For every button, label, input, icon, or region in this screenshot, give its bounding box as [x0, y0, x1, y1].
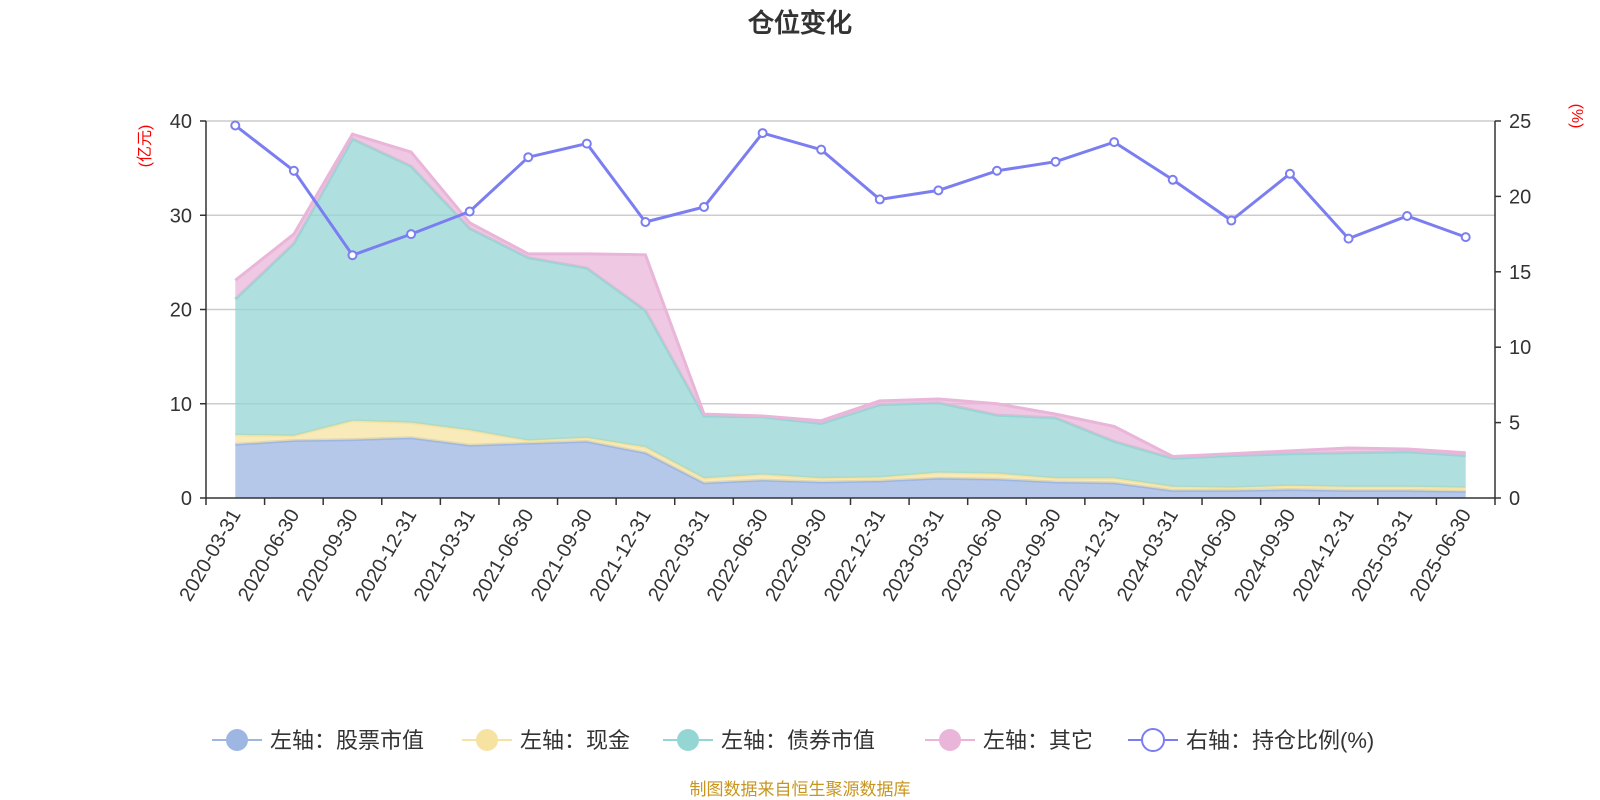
left-tick-label: 10 — [170, 394, 192, 416]
legend-marker — [677, 729, 699, 751]
left-tick-label: 0 — [181, 488, 192, 510]
x-tick-label: 2024-06-30 — [1171, 506, 1241, 606]
x-tick-label: 2021-12-31 — [586, 506, 656, 606]
ratio-point — [230, 120, 241, 131]
legend-item[interactable]: 左轴：股票市值 — [212, 728, 424, 753]
legend-marker — [1141, 728, 1165, 752]
stacked-areas — [234, 132, 1466, 498]
legend-label: 右轴：持仓比例(%) — [1186, 728, 1374, 753]
x-tick-label: 2022-12-31 — [820, 506, 890, 606]
ratio-point — [347, 250, 358, 261]
ratio-line — [230, 120, 1471, 261]
ratio-point — [1402, 211, 1413, 222]
area-fill — [235, 420, 1466, 492]
x-tick-label: 2020-09-30 — [293, 506, 363, 606]
left-tick-label: 30 — [170, 205, 192, 227]
ratio-point — [1167, 174, 1178, 185]
ratio-point — [1343, 233, 1354, 244]
ratio-point — [523, 152, 534, 163]
x-tick-label: 2022-03-31 — [644, 506, 714, 606]
x-tick-label: 2020-03-31 — [175, 506, 245, 606]
ratio-point — [640, 217, 651, 228]
x-tick-label: 2024-09-30 — [1230, 506, 1300, 606]
legend-item[interactable]: 左轴：现金 — [462, 728, 630, 753]
legend-marker — [476, 729, 498, 751]
legend-item[interactable]: 右轴：持仓比例(%) — [1128, 728, 1374, 753]
ratio-point — [406, 229, 417, 240]
right-axis-unit: (%) — [1568, 104, 1585, 129]
legend-label: 左轴：股票市值 — [270, 728, 424, 753]
area-fill — [235, 138, 1466, 488]
ratio-point — [933, 185, 944, 196]
ratio-point — [757, 128, 768, 139]
legend-label: 左轴：债券市值 — [721, 728, 875, 753]
ratio-point — [1460, 232, 1471, 243]
x-tick-label: 2023-12-31 — [1054, 506, 1124, 606]
ratio-point — [464, 206, 475, 217]
area-fill — [235, 437, 1466, 498]
left-axis-unit: (亿元) — [136, 125, 154, 168]
x-tick-label: 2025-06-30 — [1406, 506, 1476, 606]
x-tick-label: 2023-09-30 — [996, 506, 1066, 606]
x-tick-label: 2022-06-30 — [703, 506, 773, 606]
legend-item[interactable]: 左轴：其它 — [925, 728, 1093, 753]
right-tick-label: 0 — [1509, 488, 1520, 510]
right-tick-label: 15 — [1509, 262, 1531, 284]
x-tick-label: 2023-03-31 — [879, 506, 949, 606]
x-tick-label: 2021-06-30 — [468, 506, 538, 606]
x-tick-label: 2024-12-31 — [1289, 506, 1359, 606]
x-tick-label: 2021-09-30 — [527, 506, 597, 606]
legend-marker — [939, 729, 961, 751]
source-note: 制图数据来自恒生聚源数据库 — [690, 780, 911, 799]
right-tick-label: 10 — [1509, 337, 1531, 359]
ratio-point — [991, 165, 1002, 176]
x-tick-label: 2025-03-31 — [1347, 506, 1417, 606]
x-tick-label: 2023-06-30 — [937, 506, 1007, 606]
ratio-line-path — [234, 124, 1467, 258]
ratio-point — [581, 138, 592, 149]
right-tick-label: 20 — [1509, 186, 1531, 208]
x-tick-label: 2020-12-31 — [351, 506, 421, 606]
x-tick-label: 2021-03-31 — [410, 505, 480, 605]
legend: 左轴：股票市值 左轴：现金 左轴：债券市值 左轴：其它 右轴：持仓比例(%) — [212, 728, 1374, 753]
x-tick-label: 2020-06-30 — [234, 506, 304, 606]
left-tick-label: 20 — [170, 300, 192, 322]
x-tick-label: 2022-09-30 — [761, 506, 831, 606]
ratio-point — [1284, 168, 1295, 179]
ratio-point — [288, 165, 299, 176]
x-tick-label: 2024-03-31 — [1113, 506, 1183, 606]
ratio-point — [874, 194, 885, 205]
legend-label: 左轴：现金 — [520, 728, 630, 753]
ratio-point — [1050, 156, 1061, 167]
ratio-point — [1226, 215, 1237, 226]
left-tick-label: 40 — [170, 111, 192, 133]
chart-title: 仓位变化 — [747, 8, 852, 38]
legend-item[interactable]: 左轴：债券市值 — [663, 728, 875, 753]
right-tick-label: 25 — [1509, 111, 1531, 133]
right-tick-label: 5 — [1509, 413, 1520, 435]
ratio-point — [816, 144, 827, 155]
legend-label: 左轴：其它 — [983, 728, 1093, 753]
legend-marker — [226, 729, 248, 751]
area-top-line — [234, 132, 1466, 459]
ratio-point — [1109, 137, 1120, 148]
ratio-point — [699, 201, 710, 212]
